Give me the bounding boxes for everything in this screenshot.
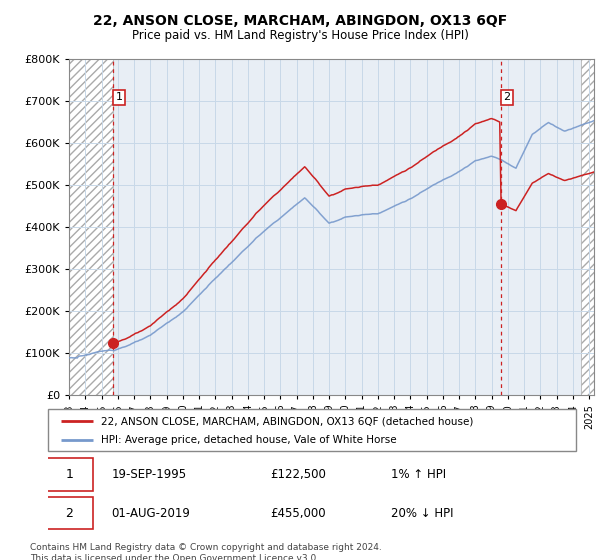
Bar (69, 59, 113, 395)
FancyBboxPatch shape (46, 458, 93, 491)
Text: Contains HM Land Registry data © Crown copyright and database right 2024.
This d: Contains HM Land Registry data © Crown c… (30, 543, 382, 560)
Text: 1: 1 (65, 468, 73, 481)
Bar (581, 59, 594, 395)
Text: 01-AUG-2019: 01-AUG-2019 (112, 507, 190, 520)
FancyBboxPatch shape (46, 497, 93, 530)
FancyBboxPatch shape (48, 409, 576, 451)
Text: 22, ANSON CLOSE, MARCHAM, ABINGDON, OX13 6QF (detached house): 22, ANSON CLOSE, MARCHAM, ABINGDON, OX13… (101, 417, 473, 426)
Text: HPI: Average price, detached house, Vale of White Horse: HPI: Average price, detached house, Vale… (101, 435, 397, 445)
Text: £455,000: £455,000 (270, 507, 325, 520)
Text: Price paid vs. HM Land Registry's House Price Index (HPI): Price paid vs. HM Land Registry's House … (131, 29, 469, 42)
Text: 22, ANSON CLOSE, MARCHAM, ABINGDON, OX13 6QF: 22, ANSON CLOSE, MARCHAM, ABINGDON, OX13… (93, 14, 507, 28)
Text: 1% ↑ HPI: 1% ↑ HPI (391, 468, 446, 481)
Text: £122,500: £122,500 (270, 468, 326, 481)
Text: 20% ↓ HPI: 20% ↓ HPI (391, 507, 454, 520)
Text: 19-SEP-1995: 19-SEP-1995 (112, 468, 187, 481)
Text: 1: 1 (115, 92, 122, 102)
Text: 2: 2 (503, 92, 511, 102)
Text: 2: 2 (65, 507, 73, 520)
